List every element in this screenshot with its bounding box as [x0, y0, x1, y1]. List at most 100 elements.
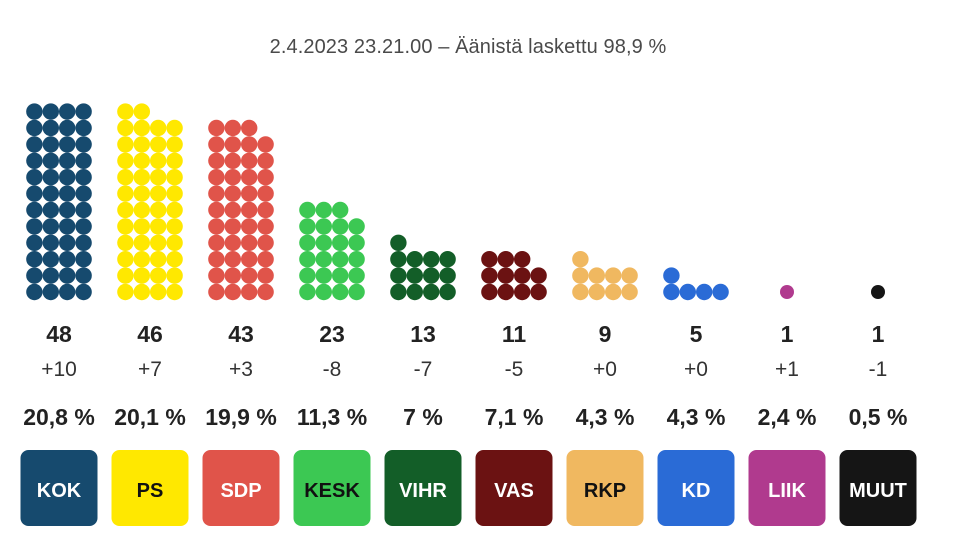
- seat-dot: [26, 136, 43, 153]
- seat-dot: [58, 201, 76, 219]
- party-abbr-label: SDP: [220, 480, 261, 502]
- seat-dot: [117, 185, 134, 202]
- party-badge-ps[interactable]: [111, 450, 189, 526]
- seat-dot: [117, 251, 134, 268]
- vote-share-label: 2,4 %: [758, 404, 817, 430]
- seat-change-label: +0: [684, 358, 708, 381]
- seat-dot: [572, 251, 589, 268]
- seat-dot: [208, 218, 225, 235]
- seat-dot: [75, 267, 92, 284]
- seat-dot: [117, 218, 134, 235]
- seat-dot: [150, 152, 167, 169]
- seat-dot: [530, 267, 547, 284]
- party-group-vas: 11 -5 7,1 % VAS: [475, 251, 553, 526]
- seat-dot: [423, 251, 440, 268]
- seat-change-label: +3: [229, 358, 253, 381]
- seat-dot: [423, 283, 440, 301]
- seat-dot: [348, 267, 365, 284]
- seat-dot: [150, 169, 167, 186]
- seat-dot: [26, 234, 43, 251]
- seat-dot: [257, 234, 274, 251]
- party-badge-vas[interactable]: [475, 450, 553, 526]
- seat-dot: [406, 283, 423, 301]
- seat-dot: [696, 283, 713, 301]
- party-badge-rkp[interactable]: [566, 450, 644, 526]
- seat-dot: [42, 267, 59, 284]
- party-abbr-label: LIIK: [768, 480, 806, 502]
- seat-dot: [133, 103, 150, 120]
- seat-dot: [42, 218, 59, 235]
- seat-dot: [42, 201, 59, 219]
- seat-dot: [75, 218, 92, 235]
- seat-dot: [42, 251, 59, 268]
- seat-dot: [208, 283, 225, 301]
- seat-dot: [75, 152, 92, 169]
- seat-dot: [241, 119, 258, 137]
- seat-dot: [133, 267, 150, 284]
- seat-dot: [481, 267, 498, 284]
- seat-count-label: 1: [781, 321, 794, 347]
- party-badge-kd[interactable]: [657, 450, 735, 526]
- seat-change-label: -5: [505, 358, 524, 381]
- seat-dot: [332, 267, 349, 284]
- seat-dot: [117, 119, 134, 137]
- seat-dot: [58, 119, 76, 137]
- party-group-vihr: 13 -7 7 % VIHR: [384, 234, 462, 526]
- seat-dot: [241, 185, 258, 202]
- vote-share-label: 19,9 %: [205, 404, 277, 430]
- seat-dot: [315, 218, 332, 235]
- seat-dot: [497, 283, 514, 301]
- vote-share-label: 7 %: [403, 404, 443, 430]
- party-badge-kok[interactable]: [20, 450, 98, 526]
- seat-dot: [241, 169, 258, 186]
- seat-dot: [530, 283, 547, 301]
- seat-dot: [26, 201, 43, 219]
- party-group-liik: 1 +1 2,4 % LIIK: [748, 285, 826, 526]
- seat-dot: [117, 152, 134, 169]
- seat-dot: [224, 136, 241, 153]
- party-group-sdp: 43 +3 19,9 % SDP: [202, 119, 280, 526]
- seat-dot: [58, 185, 76, 202]
- seat-dot: [117, 169, 134, 186]
- seat-dot: [423, 267, 440, 284]
- seat-dot: [241, 234, 258, 251]
- seat-dot: [58, 136, 76, 153]
- vote-share-label: 20,1 %: [114, 404, 186, 430]
- seat-count-label: 23: [319, 321, 345, 347]
- seat-dot: [348, 283, 365, 301]
- seat-dot: [117, 103, 134, 120]
- party-group-kok: 48 +10 20,8 % KOK: [20, 103, 98, 526]
- seat-dot: [75, 251, 92, 268]
- party-badge-kesk[interactable]: [293, 450, 371, 526]
- seat-dot: [42, 234, 59, 251]
- seat-dot: [166, 234, 183, 251]
- seat-dot: [133, 251, 150, 268]
- seat-dot: [26, 218, 43, 235]
- seat-dot: [332, 251, 349, 268]
- seat-dot: [497, 267, 514, 284]
- seat-count-label: 5: [690, 321, 703, 347]
- seat-dot: [257, 201, 274, 219]
- seat-dot: [257, 218, 274, 235]
- seat-dot: [26, 169, 43, 186]
- seat-dot: [390, 283, 407, 301]
- seat-dot: [42, 103, 59, 120]
- seat-dot: [241, 267, 258, 284]
- party-badge-sdp[interactable]: [202, 450, 280, 526]
- seat-dot: [514, 267, 531, 284]
- seat-dot: [241, 283, 258, 301]
- party-badge-liik[interactable]: [748, 450, 826, 526]
- seat-change-label: +7: [138, 358, 162, 381]
- seat-dot: [712, 283, 729, 301]
- seat-dot: [332, 283, 349, 301]
- seat-dot: [663, 267, 680, 284]
- seat-dot: [406, 267, 423, 284]
- party-group-kd: 5 +0 4,3 % KD: [657, 267, 735, 526]
- seat-dot: [26, 267, 43, 284]
- party-badge-vihr[interactable]: [384, 450, 462, 526]
- seat-dot: [26, 251, 43, 268]
- seat-dot: [150, 218, 167, 235]
- seat-dot: [241, 136, 258, 153]
- party-badge-muut[interactable]: [839, 450, 917, 526]
